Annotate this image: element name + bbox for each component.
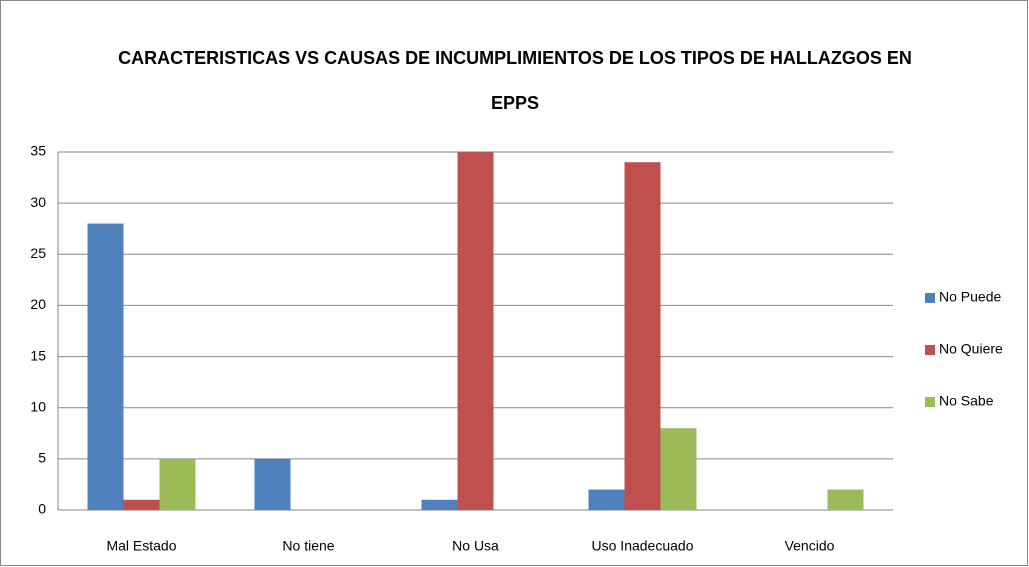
bar [123,499,160,510]
y-tick-label: 10 [30,398,46,414]
legend-swatch [925,397,935,407]
bar [827,489,864,510]
bar [254,458,291,510]
y-tick-label: 5 [38,450,46,466]
legend-label: No Quiere [939,341,1003,357]
x-tick-label: No Usa [452,538,499,554]
legend-label: No Puede [939,289,1001,305]
chart-title: CARACTERISTICAS VS CAUSAS DE INCUMPLIMIE… [118,48,912,113]
x-tick-label: Uso Inadecuado [592,538,694,554]
x-tick-label: Mal Estado [106,538,176,554]
y-tick-label: 0 [38,501,46,517]
bar [421,499,458,510]
bar [624,162,661,510]
bar [457,152,494,510]
x-tick-label: No tiene [282,538,334,554]
bar [87,223,124,510]
legend-swatch [925,345,935,355]
y-tick-label: 15 [30,347,46,363]
x-tick-label: Vencido [785,538,835,554]
y-tick-label: 35 [30,143,46,159]
y-tick-label: 30 [30,194,46,210]
legend-label: No Sabe [939,393,994,409]
bar [159,458,196,510]
bar [660,428,697,510]
y-tick-label: 25 [30,245,46,261]
bar [588,489,625,510]
y-tick-label: 20 [30,296,46,312]
legend-swatch [925,293,935,303]
